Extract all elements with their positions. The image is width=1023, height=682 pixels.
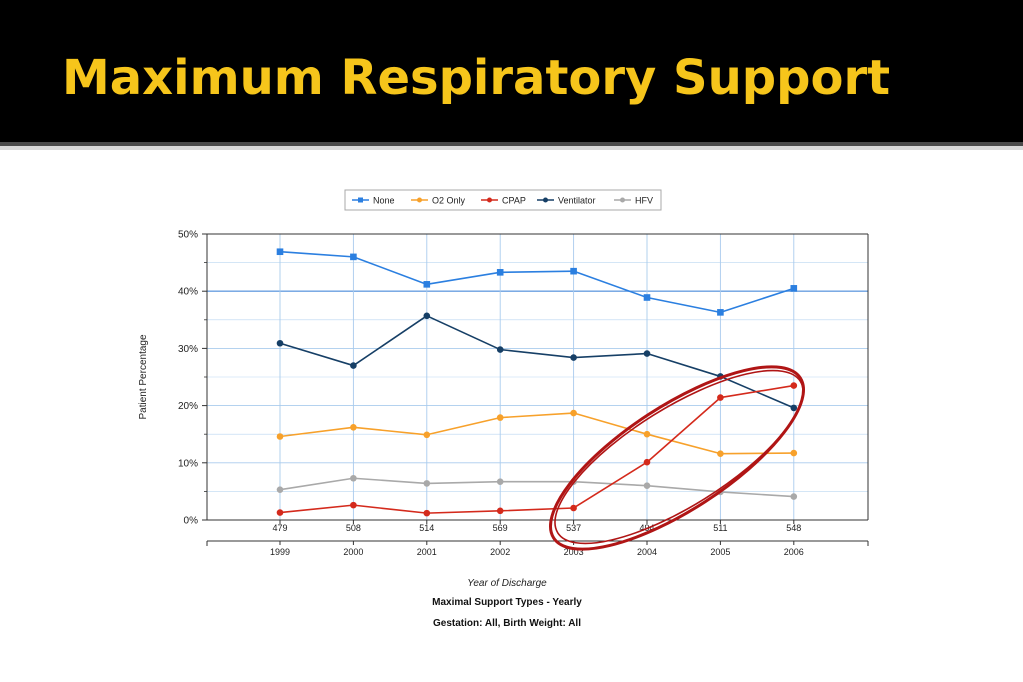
data-point-none: [276, 248, 284, 256]
series-ventilator: [276, 312, 798, 412]
legend-swatch-marker: [417, 197, 422, 203]
patient-count-label: 511: [713, 523, 727, 533]
series-line-ventilator: [279, 314, 795, 409]
y-tick-label: 20%: [178, 401, 198, 412]
data-point-ventilator: [350, 362, 357, 369]
x-tick-label: 2003: [564, 547, 584, 557]
data-point-o2-only: [496, 414, 504, 421]
data-point-cpap: [350, 501, 357, 509]
highlight-ellipse: [549, 365, 805, 551]
data-point-cpap: [570, 504, 577, 512]
data-point-cpap: [276, 509, 284, 516]
x-tick-label: 1999: [270, 547, 290, 557]
data-point-cpap: [496, 507, 504, 515]
patient-count-label: 569: [493, 523, 508, 533]
legend-box: [344, 189, 662, 211]
data-point-hfv: [496, 478, 504, 485]
y-tick-label: 10%: [178, 458, 198, 469]
data-point-hfv: [423, 480, 431, 487]
highlight-ellipse-outer: [549, 365, 805, 551]
data-point-hfv: [350, 474, 357, 482]
legend-swatch-marker: [358, 197, 363, 203]
legend-swatch-marker: [543, 197, 548, 203]
data-point-cpap: [423, 509, 431, 517]
chart-caption-line-1: Maximal Support Types - Yearly: [432, 597, 582, 608]
data-point-o2-only: [717, 450, 724, 457]
series-o2-only: [276, 409, 798, 457]
data-point-o2-only: [423, 431, 431, 439]
highlight-ellipse-inner: [554, 369, 804, 545]
x-tick-label: 2005: [710, 547, 730, 557]
y-tick-label: 40%: [178, 287, 198, 298]
patient-count-label: 508: [346, 523, 361, 533]
x-tick-label: 2004: [637, 547, 657, 557]
data-point-ventilator: [570, 354, 577, 361]
data-point-none: [350, 253, 357, 261]
series-cpap: [276, 382, 798, 517]
data-point-none: [717, 309, 724, 316]
data-point-o2-only: [276, 433, 284, 440]
legend: None O2 Only CPAP Ventilator HFV: [344, 189, 662, 211]
patient-count-label: 537: [566, 523, 581, 533]
header-divider: [0, 142, 1023, 146]
series-hfv: [276, 474, 798, 500]
x-tick-label: 2000: [343, 547, 363, 557]
data-point-ventilator: [790, 404, 798, 412]
data-point-hfv: [643, 482, 651, 489]
legend-label: None: [373, 196, 395, 206]
y-tick-label: 50%: [178, 230, 198, 241]
data-point-o2-only: [350, 424, 357, 431]
data-point-cpap: [717, 394, 724, 401]
data-point-hfv: [276, 486, 284, 493]
data-point-ventilator: [276, 339, 284, 347]
data-point-cpap: [643, 458, 651, 466]
series-line-o2-only: [279, 412, 794, 455]
data-point-ventilator: [643, 350, 651, 357]
legend-label: CPAP: [502, 196, 526, 206]
data-point-none: [643, 294, 651, 301]
title-bar: Maximum Respiratory Support: [0, 0, 1023, 142]
series-line-none: [279, 250, 795, 314]
x-tick-label: 2006: [784, 547, 804, 557]
data-point-o2-only: [790, 449, 798, 457]
data-point-o2-only: [643, 430, 651, 438]
series-line-cpap: [279, 384, 794, 514]
patient-count-label: 479: [272, 523, 287, 533]
legend-label: O2 Only: [432, 196, 466, 206]
data-point-none: [496, 269, 504, 276]
data-point-none: [570, 267, 577, 275]
legend-swatch-marker: [620, 197, 625, 203]
y-tick-label: 30%: [178, 344, 198, 355]
x-tick-label: 2001: [417, 547, 437, 557]
series-line-hfv: [279, 477, 794, 498]
data-point-none: [790, 285, 798, 292]
data-point-hfv: [790, 493, 798, 500]
data-point-ventilator: [496, 346, 504, 353]
legend-swatch-marker: [487, 197, 492, 203]
x-tick-label: 2002: [490, 547, 510, 557]
data-point-cpap: [790, 382, 798, 389]
data-point-ventilator: [423, 312, 431, 320]
legend-label: Ventilator: [558, 196, 596, 206]
header-divider-shadow: [0, 146, 1023, 150]
slide-title: Maximum Respiratory Support: [62, 50, 891, 106]
series-none: [276, 248, 798, 316]
legend-label: HFV: [635, 196, 653, 206]
y-tick-label: 0%: [184, 516, 199, 527]
data-point-o2-only: [570, 409, 577, 417]
y-axis-title: Patient Percentage: [138, 334, 149, 419]
chart-caption-line-2: Gestation: All, Birth Weight: All: [433, 618, 581, 629]
patient-count-label: 514: [419, 523, 434, 533]
patient-count-label: 548: [786, 523, 801, 533]
data-point-none: [423, 281, 431, 288]
x-axis-title: Year of Discharge: [467, 578, 547, 589]
